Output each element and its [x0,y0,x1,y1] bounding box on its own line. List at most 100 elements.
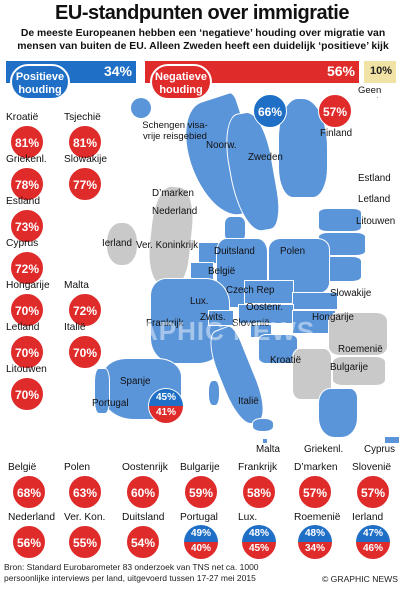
row2-country-label: Lux. [238,512,258,523]
second-country-label: Slowakije [64,154,108,165]
label-bulgaria: Bulgarije [330,362,369,373]
label-austria: Oostenr. [246,302,284,313]
row2-positive: 47% [356,525,390,542]
source-note: Bron: Standard Eurobarometer 83 onderzoe… [4,562,259,583]
label-italy: Italië [238,396,259,407]
row2-country-label: Nederland [8,512,56,523]
land-ireland [106,222,138,266]
schengen-legend-label: Schengen visa-vrije reisgebied [142,120,208,142]
no-opinion-value: 10% [369,65,392,77]
row1-country-value: 57% [298,475,332,509]
left-country-label: Letland [6,322,40,333]
row1-country-label: Slovenië [352,462,392,473]
spain-negative: 41% [149,406,183,423]
label-sweden: Zweden [248,152,283,163]
row1-country-label: D’marken [294,462,338,473]
row2-negative: 45% [242,542,276,559]
label-france: Frankrijk [146,318,184,329]
negative-label: Negatieve houding [150,64,212,100]
second-country-value: 81% [68,125,102,159]
row1-country-label: Frankrijk [238,462,278,473]
credit: © GRAPHIC NEWS [321,574,398,584]
left-country-value: 70% [10,377,44,411]
label-estland: Estland [358,173,391,184]
label-denmark: D’marken [152,188,194,199]
row1-country-value: 68% [12,475,46,509]
circle-sweden: 66% [253,94,287,128]
row2-country-split: 48% 45% [241,524,277,560]
left-country-label: Cyprus [6,238,39,249]
row1-country-value: 57% [356,475,390,509]
row2-country-split: 47% 46% [355,524,391,560]
left-country-value: 70% [10,293,44,327]
label-ireland: Ierland [102,238,132,249]
row1-country-label: België [8,462,37,473]
spain-positive: 45% [149,389,183,406]
row2-country-split: 49% 40% [183,524,219,560]
row2-country-label: Portugal [180,512,218,523]
land-malta [262,438,268,444]
row1-country-value: 63% [68,475,102,509]
label-lux: Lux. [190,296,209,307]
second-country-value: 77% [68,167,102,201]
row2-positive: 48% [242,525,276,542]
left-country-value: 73% [10,209,44,243]
label-finland: Finland [320,128,353,139]
schengen-legend-icon [131,98,151,118]
row2-country-label: Ver. Kon. [64,512,106,523]
land-slovakia [292,292,338,310]
left-country-label: Estland [6,196,40,207]
second-country-label: Malta [64,280,89,291]
label-romania: Roemenië [338,344,383,355]
label-netherlands: Nederland [152,206,198,217]
row2-positive: 49% [184,525,218,542]
left-country-value: 70% [10,335,44,369]
land-portugal [94,368,110,414]
land-cyprus [384,436,400,444]
left-country-label: Hongarije [6,280,50,291]
land-romania [328,312,388,356]
left-country-value: 81% [10,125,44,159]
left-country-value: 72% [10,251,44,285]
second-country-label: Italië [64,322,86,333]
second-country-value: 72% [68,293,102,327]
label-uk: Ver. Koninkrijk [136,240,199,251]
second-country-label: Tsjechië [64,112,101,123]
land-estland [318,208,362,232]
land-sardinia [208,380,220,406]
row1-country-label: Polen [64,462,91,473]
row2-country-label: Ierland [352,512,384,523]
row2-country-label: Duitsland [122,512,165,523]
label-hungary: Hongarije [312,312,354,323]
label-slovakia: Slowakije [330,288,372,299]
subtitle: De meeste Europeanen hebben een ‘negatie… [17,28,389,52]
label-portugal: Portugal [92,398,129,409]
label-malta: Malta [256,444,280,455]
label-cyprus: Cyprus [364,444,396,455]
left-country-label: Litouwen [6,364,47,375]
second-country-value: 70% [68,335,102,369]
land-croatia [258,334,298,364]
row2-negative: 40% [184,542,218,559]
negative-value: 56% [326,63,355,79]
row2-country-label: Roemenië [294,512,341,523]
row2-country-value: 56% [12,525,46,559]
land-bulgaria [332,356,386,386]
label-letland: Letland [358,194,391,205]
label-poland: Polen [280,246,306,257]
left-country-value: 78% [10,167,44,201]
positive-label: Positieve houding [10,64,70,100]
row2-country-value: 55% [68,525,102,559]
row1-country-label: Bulgarije [180,462,220,473]
row2-country-value: 54% [126,525,160,559]
label-greece: Griekenl. [304,444,344,455]
label-belgium: België [208,266,236,277]
land-switzerland [208,310,234,326]
positive-value: 34% [103,63,132,79]
label-switzerland: Zwits. [200,312,226,323]
label-croatia: Kroatië [270,355,302,366]
label-litouwen: Litouwen [356,216,396,227]
row1-country-value: 60% [126,475,160,509]
label-spain: Spanje [120,376,151,387]
row2-positive: 48% [298,525,332,542]
